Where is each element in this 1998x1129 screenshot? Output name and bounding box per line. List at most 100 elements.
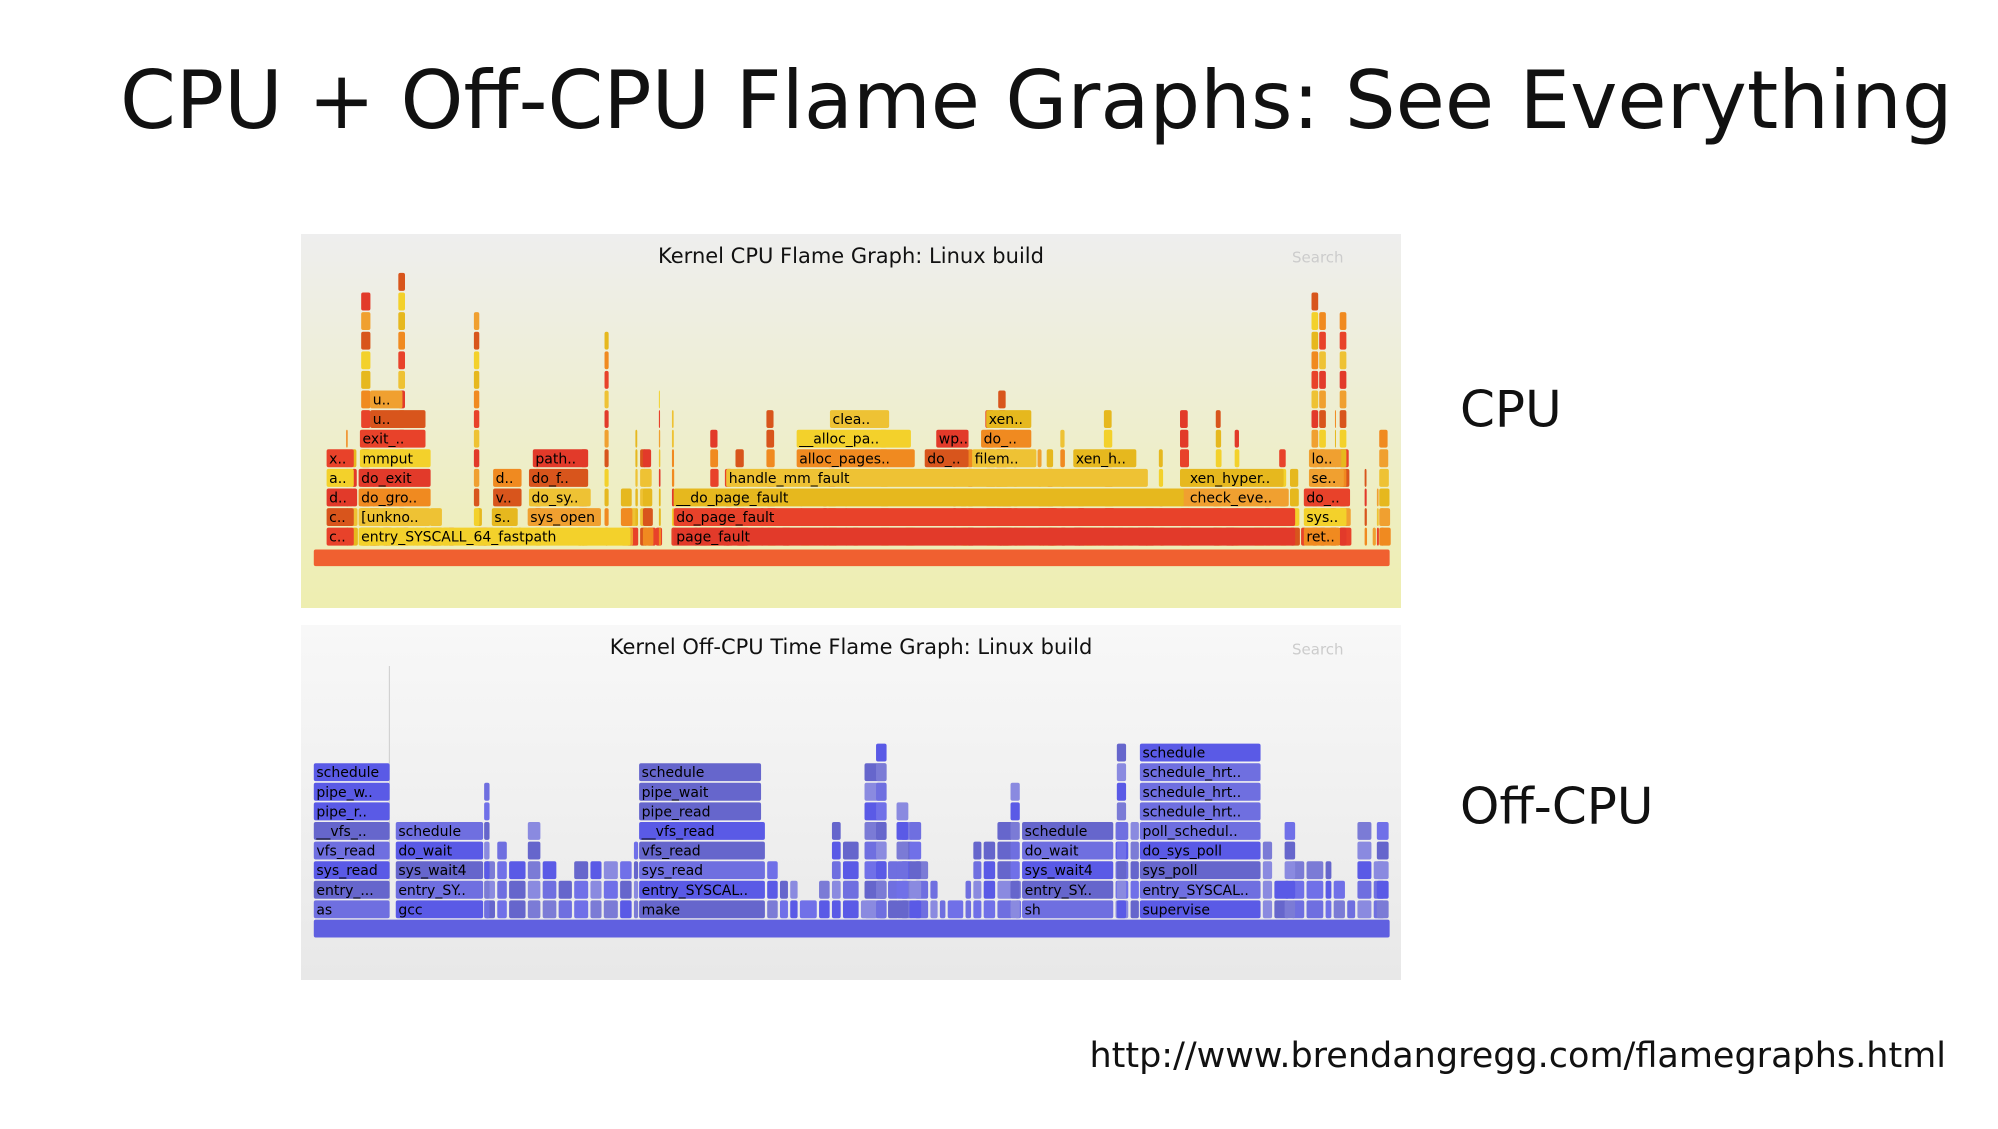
frame[interactable] [997,821,1013,840]
frame[interactable] [909,861,922,880]
frame[interactable] [590,861,602,880]
frame[interactable] [1311,370,1319,389]
frame[interactable] [1130,841,1139,860]
frame[interactable] [1339,312,1347,331]
frame[interactable] [1319,370,1326,389]
frame[interactable] [842,861,859,880]
frame[interactable] [1139,802,1261,821]
frame[interactable] [527,861,541,880]
frame[interactable] [1215,449,1222,468]
frame[interactable] [429,508,442,527]
frame[interactable] [888,861,899,880]
frame[interactable] [326,527,354,546]
frame[interactable] [710,449,719,468]
frame[interactable] [876,880,887,899]
frame[interactable] [639,861,765,880]
frame[interactable] [767,900,778,919]
frame[interactable] [542,880,557,899]
frame[interactable] [493,468,522,487]
frame[interactable] [395,821,484,840]
frame[interactable] [361,292,371,311]
frame[interactable] [1357,821,1372,840]
frame[interactable] [358,508,431,527]
frame[interactable] [876,841,887,860]
frame[interactable] [658,508,661,527]
frame[interactable] [604,429,609,448]
frame[interactable] [1022,821,1114,840]
frame[interactable] [528,488,591,507]
frame[interactable] [620,900,632,919]
frame[interactable] [527,821,541,840]
frame[interactable] [831,861,841,880]
frame[interactable] [604,468,609,487]
frame[interactable] [1339,410,1347,429]
frame[interactable] [1311,312,1319,331]
frame[interactable] [1215,429,1222,448]
frame[interactable] [909,880,922,899]
frame[interactable] [1022,900,1114,919]
frame[interactable] [639,782,762,801]
frame[interactable] [509,861,526,880]
frame[interactable] [473,312,480,331]
frame[interactable] [1010,821,1020,840]
frame[interactable] [939,900,946,919]
frame[interactable] [1010,841,1020,860]
frame[interactable] [909,821,922,840]
frame[interactable] [998,390,1006,409]
frame[interactable] [1116,841,1127,860]
frame[interactable] [532,449,589,468]
frame[interactable] [326,468,354,487]
frame[interactable] [779,900,788,919]
frame[interactable] [1339,331,1347,350]
frame[interactable] [896,841,909,860]
frame[interactable] [1319,312,1326,331]
frame[interactable] [1234,429,1239,448]
frame[interactable] [876,743,887,762]
frame[interactable] [1060,429,1065,448]
frame[interactable] [590,880,602,899]
frame[interactable] [658,468,661,487]
frame[interactable] [1357,880,1372,899]
frame[interactable] [1311,429,1319,448]
frame[interactable] [635,468,638,487]
frame[interactable] [1158,449,1163,468]
frame[interactable] [876,802,887,821]
frame[interactable] [1234,449,1240,468]
frame[interactable] [1303,527,1340,546]
frame[interactable] [635,508,639,527]
frame[interactable] [1319,351,1326,370]
frame[interactable] [1180,410,1188,429]
frame[interactable] [1376,508,1379,527]
frame[interactable] [1376,880,1389,899]
frame[interactable] [655,527,663,546]
frame[interactable] [1308,468,1344,487]
frame[interactable] [930,900,938,919]
frame[interactable] [1311,390,1319,409]
frame[interactable] [1116,821,1127,840]
frame[interactable] [358,468,431,487]
frame[interactable] [1357,900,1372,919]
frame[interactable] [983,861,996,880]
frame[interactable] [831,841,841,860]
frame[interactable] [395,841,484,860]
frame[interactable] [639,880,765,899]
frame[interactable] [710,468,719,487]
frame[interactable] [497,861,507,880]
frame[interactable] [633,841,639,860]
frame[interactable] [1158,468,1164,487]
frame[interactable] [497,900,507,919]
frame[interactable] [671,429,674,448]
frame[interactable] [359,449,431,468]
frame[interactable] [1180,429,1189,448]
frame[interactable] [1319,410,1326,429]
frame[interactable] [831,880,841,899]
frame[interactable] [497,880,507,899]
frame[interactable] [313,880,390,899]
frame[interactable] [1130,900,1139,919]
frame[interactable] [473,429,480,448]
frame[interactable] [1262,880,1273,899]
frame[interactable] [1116,900,1127,919]
frame[interactable] [1187,488,1289,507]
frame[interactable] [796,449,915,468]
frame[interactable] [766,410,774,429]
